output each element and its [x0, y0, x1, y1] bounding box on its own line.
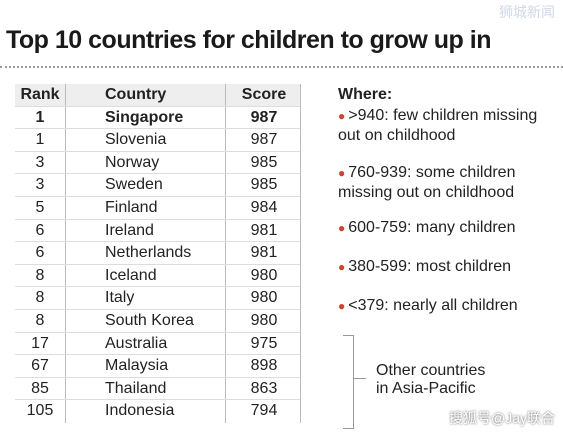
- legend-item: ● 600-759: many children: [338, 218, 538, 238]
- column-rule: [300, 84, 301, 423]
- table-cell: 8: [35, 266, 45, 284]
- column-header: Rank: [20, 86, 60, 103]
- bullet: ●: [338, 109, 346, 123]
- table-cell: 980: [250, 289, 278, 307]
- row-rule: [15, 376, 300, 378]
- row-rule: [15, 173, 300, 175]
- row-rule: [15, 196, 300, 197]
- table-cell: 987: [250, 131, 278, 149]
- bullet: ●: [338, 260, 346, 274]
- legend-text: 380-599: most children: [348, 258, 512, 275]
- table-cell: 17: [31, 334, 49, 352]
- table-cell: 1: [35, 131, 45, 149]
- legend-text: 600-759: many children: [348, 219, 516, 236]
- row-rule: [15, 286, 300, 288]
- table-cell: 975: [250, 334, 278, 352]
- bullet: ●: [338, 166, 346, 180]
- column-rule: [65, 84, 66, 423]
- table-cell: 898: [250, 357, 278, 375]
- table-cell: 985: [250, 153, 278, 171]
- table-cell: 8: [35, 289, 45, 307]
- table-cell: 105: [26, 402, 54, 420]
- row-rule: [15, 399, 300, 401]
- row-rule: [15, 354, 300, 356]
- table-cell: 6: [35, 244, 45, 262]
- table-cell: South Korea: [105, 312, 194, 329]
- table-cell: 981: [250, 221, 278, 239]
- table-cell: 8: [35, 312, 45, 329]
- watermark: 狮城新闻: [499, 4, 555, 20]
- bracket-tick: [354, 378, 366, 379]
- table-cell: Italy: [105, 289, 135, 307]
- bullet: ●: [338, 221, 346, 235]
- header-bg: [15, 84, 300, 106]
- table-cell: 980: [250, 312, 278, 329]
- divider: [0, 66, 563, 68]
- title: Top 10 countries for children to grow up…: [6, 26, 492, 54]
- table-cell: 981: [250, 244, 278, 262]
- table-cell: 5: [35, 199, 45, 216]
- table-cell: 6: [35, 221, 45, 239]
- row-rule: [15, 128, 300, 130]
- table-cell: 863: [250, 379, 278, 397]
- legend-text: >940: few children missing out on childh…: [338, 107, 538, 144]
- column-rule: [225, 84, 226, 423]
- table-cell: Indonesia: [105, 402, 175, 420]
- legend-item: ● <379: nearly all children: [338, 296, 538, 316]
- table-cell: Netherlands: [105, 244, 192, 262]
- table-cell: 3: [35, 176, 45, 194]
- bullet: ●: [338, 299, 346, 313]
- table-cell: 987: [250, 108, 278, 126]
- table-cell: Finland: [105, 199, 158, 216]
- column-header: Score: [241, 86, 287, 103]
- table-cell: Singapore: [105, 108, 184, 126]
- legend-title: Where:: [338, 86, 393, 103]
- table-cell: Slovenia: [105, 131, 167, 149]
- table-cell: 985: [250, 176, 278, 194]
- row-rule: [15, 105, 300, 107]
- table-cell: 67: [31, 357, 49, 375]
- row-rule: [15, 150, 300, 152]
- legend-text: <379: nearly all children: [348, 297, 518, 314]
- column-header: Country: [105, 86, 167, 103]
- note: Other countries in Asia-Pacific: [376, 362, 486, 397]
- legend-text: 760-939: some children missing out on ch…: [338, 164, 516, 201]
- table-cell: 1: [35, 108, 45, 126]
- table-cell: Iceland: [105, 266, 157, 284]
- table-cell: Ireland: [105, 221, 154, 239]
- table-cell: 794: [250, 402, 278, 420]
- table-cell: 85: [31, 379, 49, 397]
- table-cell: Malaysia: [105, 357, 169, 375]
- row-rule: [15, 263, 300, 265]
- row-rule: [15, 331, 300, 333]
- bracket: [343, 335, 354, 429]
- legend-item: ● >940: few children missing out on child…: [338, 106, 538, 145]
- legend-item: ● 760-939: some children missing out on c…: [338, 163, 538, 202]
- table-cell: Thailand: [105, 379, 167, 397]
- table-cell: 3: [35, 153, 45, 171]
- row-rule: [15, 218, 300, 220]
- table-cell: Norway: [105, 153, 160, 171]
- watermark: 搜狐号@Jay联合: [449, 410, 555, 426]
- row-rule: [15, 309, 300, 310]
- table-cell: Sweden: [105, 176, 163, 194]
- legend-item: ● 380-599: most children: [338, 257, 538, 277]
- row-rule: [15, 241, 300, 243]
- table-cell: Australia: [105, 334, 168, 352]
- table-cell: 984: [250, 199, 278, 216]
- table-cell: 980: [250, 266, 278, 284]
